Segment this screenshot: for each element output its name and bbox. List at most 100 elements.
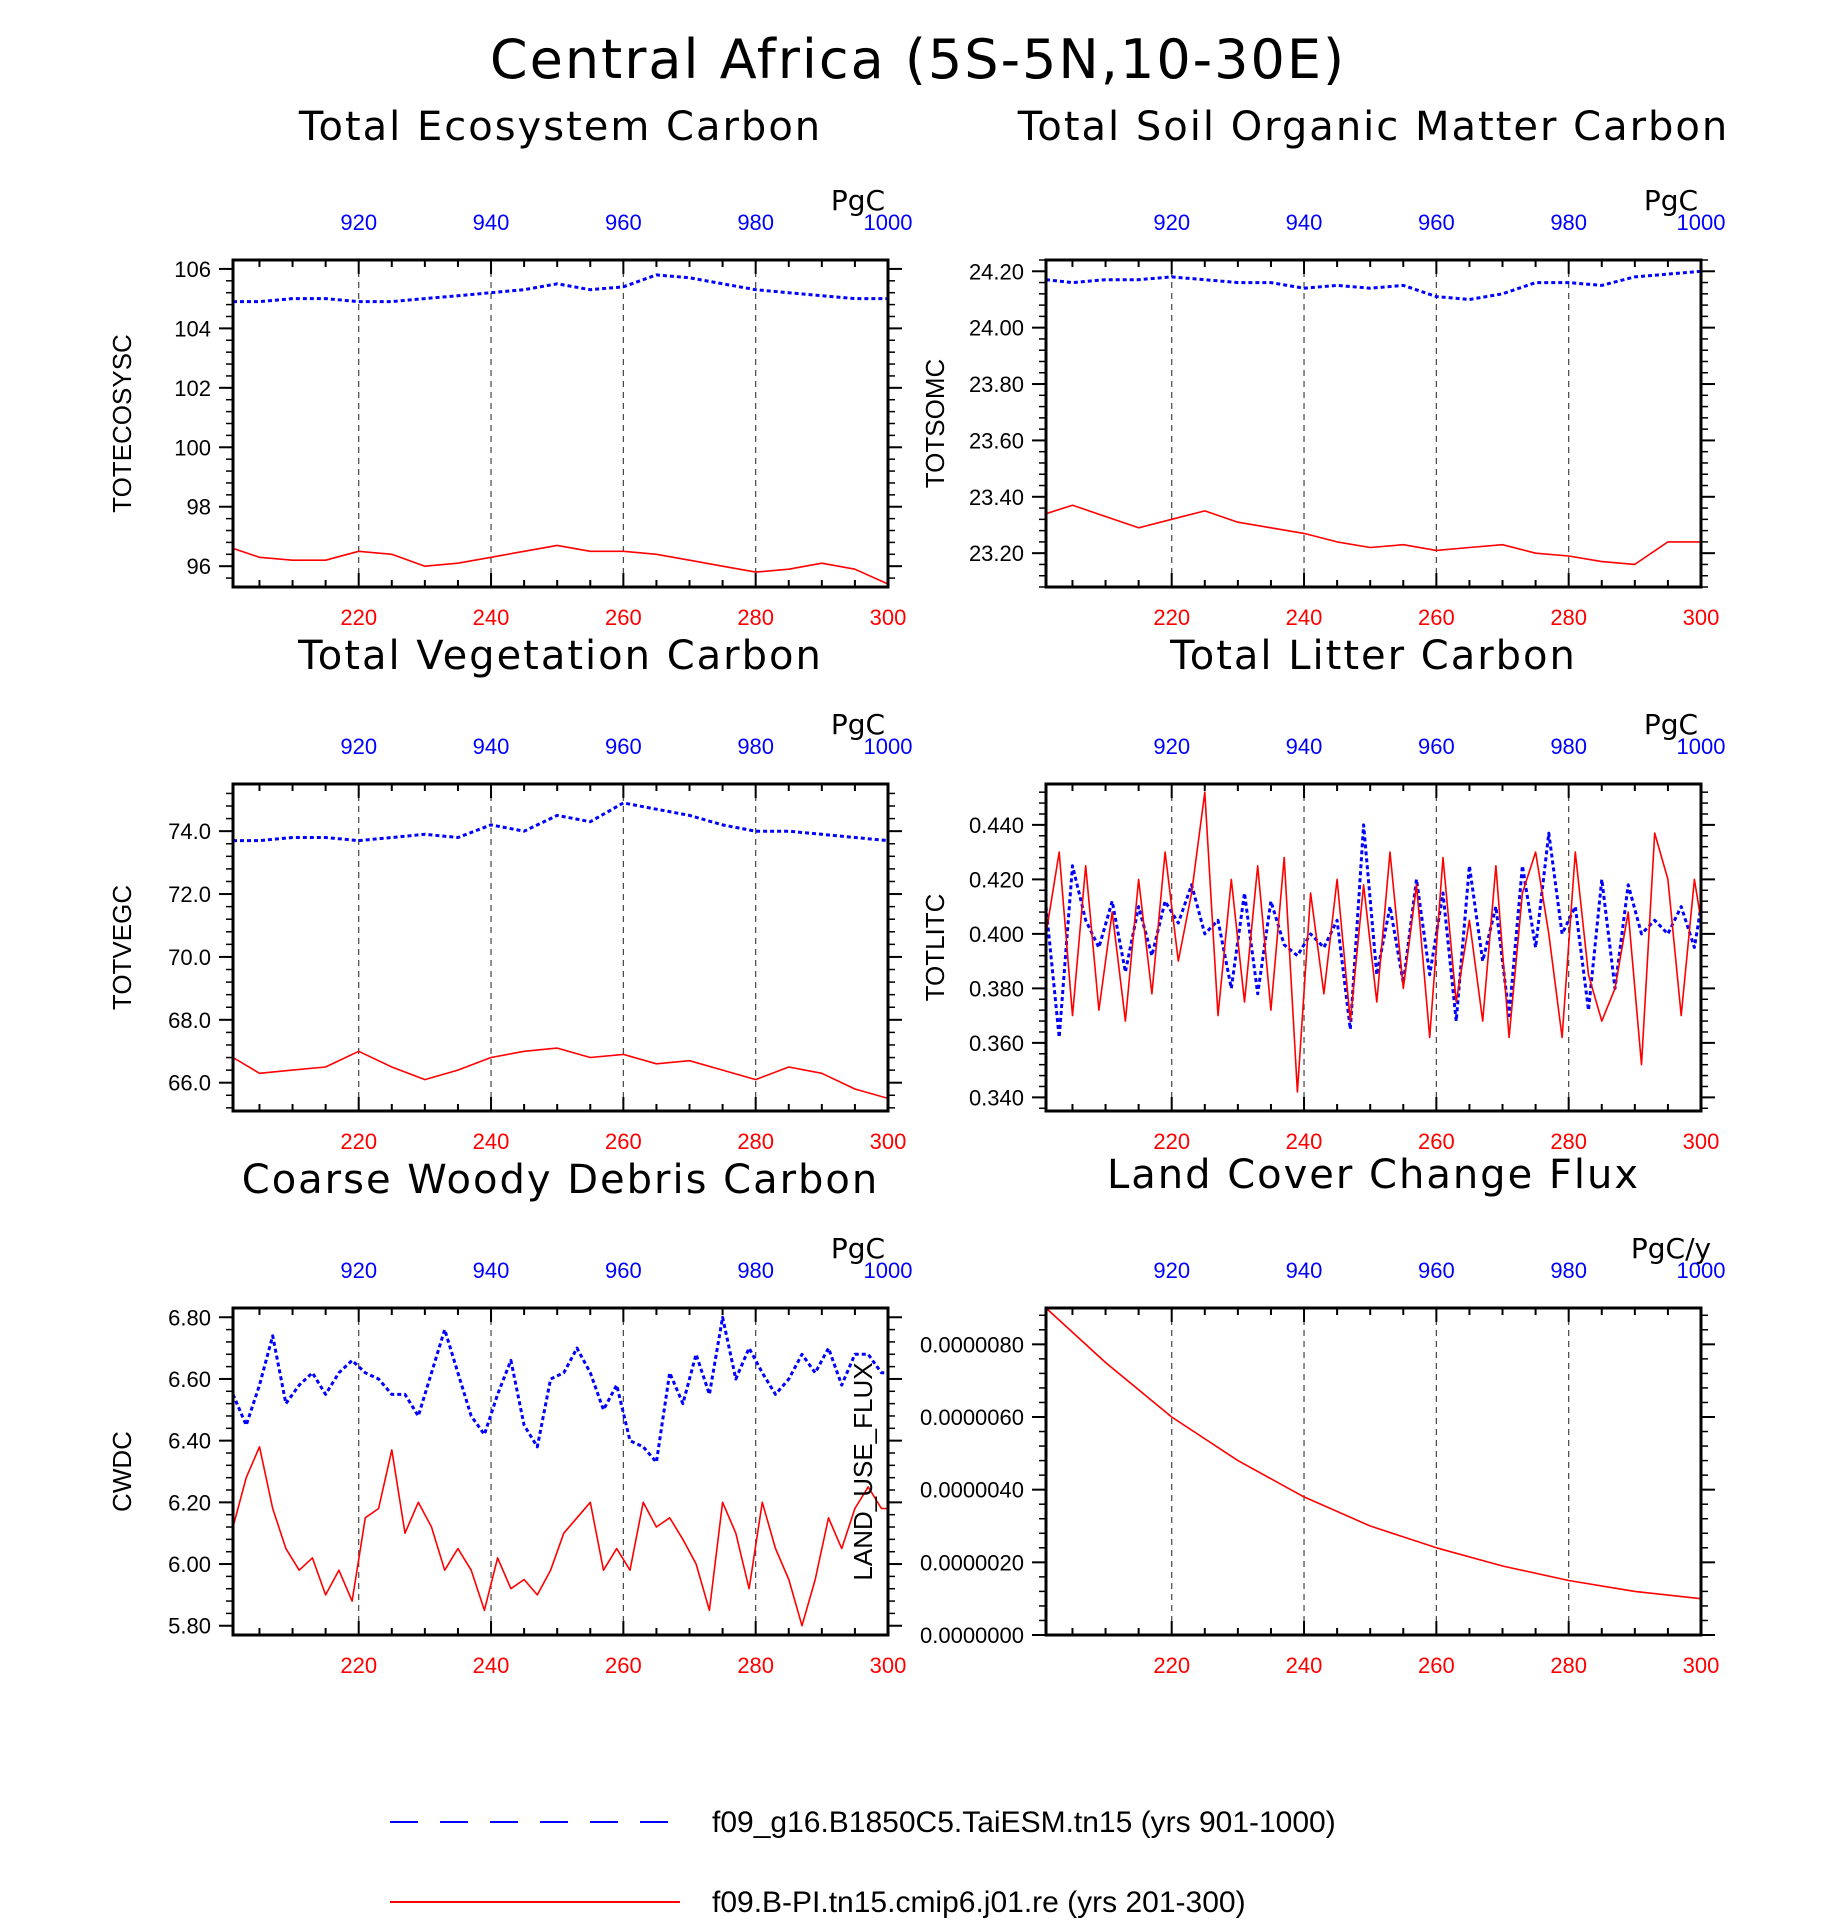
x-tick-label-top: 1000	[864, 210, 913, 235]
units-label: PgC	[831, 1232, 885, 1265]
x-tick-label-bottom: 240	[473, 1653, 510, 1678]
x-tick-label-bottom: 240	[1286, 1129, 1323, 1154]
x-tick-label-top: 980	[1550, 1258, 1587, 1283]
x-tick-label-bottom: 300	[870, 605, 907, 630]
panel-5: Coarse Woody Debris Carbon PgC 220 240 260 28…	[107, 1157, 912, 1678]
series-line-red	[1046, 791, 1701, 1093]
y-axis-label: TOTVEGC	[107, 885, 137, 1010]
plot-frame	[231, 258, 890, 589]
y-tick-label: 6.00	[168, 1552, 211, 1577]
x-tick-label-top: 920	[1153, 210, 1190, 235]
x-tick-label-top: 960	[605, 734, 642, 759]
plot-frame	[1044, 782, 1703, 1113]
x-tick-label-bottom: 280	[1550, 605, 1587, 630]
panel-2: Total Soil Organic Matter Carbon PgC 220 24…	[920, 104, 1727, 630]
x-tick-label-bottom: 280	[737, 1129, 774, 1154]
x-tick-label-top: 940	[473, 1258, 510, 1283]
x-tick-label-top: 960	[1418, 210, 1455, 235]
y-tick-label: 0.340	[969, 1085, 1024, 1110]
series-line-blue	[233, 273, 888, 304]
series-line-blue	[233, 801, 888, 843]
panel-4: Total Litter Carbon PgC 220 240 260 280 300 920…	[920, 633, 1725, 1154]
x-tick-label-top: 1000	[864, 1258, 913, 1283]
y-axis-label: TOTSOMC	[920, 359, 950, 489]
y-tick-label: 0.0000040	[920, 1478, 1024, 1503]
series-line-blue	[233, 1315, 888, 1464]
figure-title: Central Africa (5S-5N,10-30E)	[490, 28, 1346, 91]
units-label: PgC	[1644, 184, 1698, 217]
y-tick-label: 6.80	[168, 1305, 211, 1330]
series-line-red	[233, 1446, 888, 1627]
y-tick-label: 23.20	[969, 541, 1024, 566]
panel-6: Land Cover Change Flux PgC/y 220 240 260 280 3…	[848, 1152, 1725, 1678]
x-tick-label-bottom: 260	[1418, 605, 1455, 630]
x-tick-label-top: 960	[605, 1258, 642, 1283]
x-tick-label-top: 1000	[1677, 210, 1726, 235]
units-label: PgC	[831, 184, 885, 217]
x-tick-label-top: 920	[1153, 734, 1190, 759]
panel-1: Total Ecosystem Carbon PgC 220 240 260 280 300…	[107, 104, 912, 630]
y-tick-label: 0.360	[969, 1031, 1024, 1056]
y-axis-label: LAND_USE_FLUX	[848, 1362, 878, 1580]
panel-title: Total Ecosystem Carbon	[298, 104, 822, 150]
y-axis-label: TOTLITC	[920, 894, 950, 1002]
series-line-red	[1046, 1308, 1701, 1600]
series-line-blue	[1046, 269, 1701, 301]
y-tick-label: 6.60	[168, 1367, 211, 1392]
legend: f09_g16.B1850C5.TaiESM.tn15 (yrs 901-100…	[390, 1806, 1336, 1919]
x-tick-label-bottom: 280	[737, 1653, 774, 1678]
panel-title: Total Litter Carbon	[1169, 633, 1577, 679]
x-tick-label-bottom: 260	[605, 605, 642, 630]
x-tick-label-top: 940	[1286, 734, 1323, 759]
series-line-red	[1046, 504, 1701, 566]
x-tick-label-top: 1000	[1677, 1258, 1726, 1283]
series-line-blue	[1046, 823, 1701, 1039]
units-label: PgC	[1644, 708, 1698, 741]
x-tick-label-bottom: 280	[737, 605, 774, 630]
y-tick-label: 23.60	[969, 428, 1024, 453]
y-tick-label: 24.00	[969, 316, 1024, 341]
x-tick-label-bottom: 260	[1418, 1653, 1455, 1678]
y-tick-label: 0.0000060	[920, 1405, 1024, 1430]
y-tick-label: 0.420	[969, 867, 1024, 892]
units-label: PgC	[831, 708, 885, 741]
units-label: PgC/y	[1631, 1232, 1711, 1265]
x-tick-label-bottom: 260	[605, 1129, 642, 1154]
x-tick-label-bottom: 280	[1550, 1653, 1587, 1678]
x-tick-label-top: 940	[473, 734, 510, 759]
y-axis-label: CWDC	[107, 1431, 137, 1512]
y-tick-label: 0.400	[969, 922, 1024, 947]
x-tick-label-top: 980	[1550, 734, 1587, 759]
y-tick-label: 74.0	[168, 819, 211, 844]
y-tick-label: 70.0	[168, 945, 211, 970]
x-tick-label-top: 920	[340, 1258, 377, 1283]
x-tick-label-top: 960	[605, 210, 642, 235]
series-line-red	[233, 544, 888, 585]
x-tick-label-bottom: 240	[473, 1129, 510, 1154]
y-tick-label: 23.40	[969, 485, 1024, 510]
y-tick-label: 0.380	[969, 976, 1024, 1001]
legend-label-series-a: f09_g16.B1850C5.TaiESM.tn15 (yrs 901-100…	[712, 1806, 1336, 1839]
panel-title: Land Cover Change Flux	[1107, 1152, 1640, 1198]
x-tick-label-bottom: 300	[1683, 605, 1720, 630]
plot-frame	[1044, 258, 1703, 589]
x-tick-label-bottom: 240	[1286, 605, 1323, 630]
x-tick-label-bottom: 260	[605, 1653, 642, 1678]
panels: Total Ecosystem Carbon PgC 220 240 260 280 300…	[107, 104, 1727, 1678]
x-tick-label-bottom: 300	[1683, 1129, 1720, 1154]
x-tick-label-bottom: 240	[473, 605, 510, 630]
panel-title: Total Vegetation Carbon	[297, 633, 823, 679]
legend-label-series-b: f09.B-PI.tn15.cmip6.j01.re (yrs 201-300)	[712, 1886, 1246, 1919]
y-tick-label: 0.0000080	[920, 1332, 1024, 1357]
plot-frame	[1044, 1306, 1703, 1637]
y-axis-label: TOTECOSYSC	[107, 334, 137, 513]
x-tick-label-top: 940	[473, 210, 510, 235]
y-tick-label: 96	[187, 554, 211, 579]
y-tick-label: 6.20	[168, 1490, 211, 1515]
x-tick-label-bottom: 220	[1153, 1129, 1190, 1154]
y-tick-label: 98	[187, 495, 211, 520]
x-tick-label-top: 1000	[1677, 734, 1726, 759]
y-tick-label: 0.0000000	[920, 1623, 1024, 1648]
y-tick-label: 104	[174, 316, 211, 341]
